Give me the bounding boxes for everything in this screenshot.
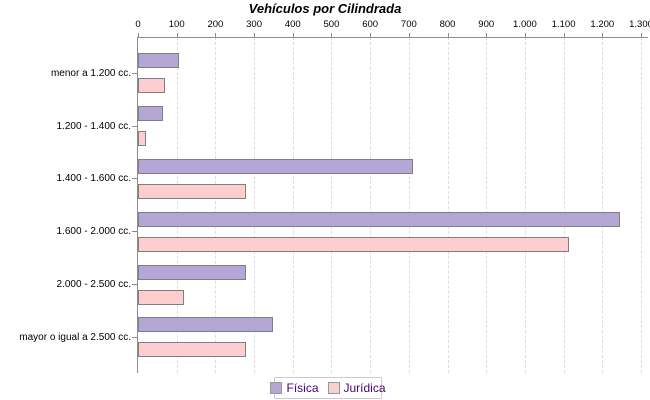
axis-tick-label-700: 700 — [400, 19, 417, 30]
bar-juridica-2 — [138, 183, 246, 199]
gridline-100 — [176, 37, 178, 373]
bar-juridica-3 — [138, 236, 569, 252]
axis-tick-1200 — [602, 33, 604, 37]
axis-tick-label-0: 0 — [135, 19, 141, 30]
axis-tick-0 — [138, 33, 139, 37]
axis-tick-500 — [331, 33, 333, 37]
axis-tick-label-1000: 1.000 — [513, 19, 537, 30]
gridline-700 — [408, 37, 410, 373]
category-label-4: 2.000 - 2.500 cc. — [56, 279, 132, 290]
gridline-500 — [331, 37, 333, 373]
axis-tick-700 — [408, 33, 410, 37]
juridica-color-swatch — [327, 382, 340, 394]
bar-juridica-5 — [138, 342, 246, 358]
axis-tick-900 — [486, 33, 488, 37]
category-tick-0 — [132, 72, 137, 74]
category-label-1: 1.200 - 1.400 cc. — [56, 120, 132, 132]
bar-fisica-1 — [138, 106, 163, 122]
axis-tick-label-500: 500 — [323, 19, 340, 30]
gridline-1200 — [602, 37, 604, 373]
category-tick-1 — [132, 125, 137, 127]
category-label-2: 1.400 - 1.600 cc. — [56, 173, 132, 185]
axis-tick-1000 — [524, 33, 526, 37]
category-label-5: mayor o igual a 2.500 cc. — [19, 331, 131, 343]
legend: Física Jurídica — [270, 377, 386, 399]
axis-tick-label-600: 600 — [362, 19, 379, 30]
gridline-200 — [215, 37, 217, 373]
legend-label-fisica: Física — [286, 381, 319, 395]
legend-item-fisica: Física — [270, 381, 319, 395]
axis-tick-600 — [370, 33, 372, 37]
category-tick-2 — [132, 178, 137, 180]
axis-tick-200 — [215, 33, 217, 37]
axis-tick-label-1100: 1.100 — [551, 19, 576, 30]
category-tick-4 — [132, 284, 137, 285]
bar-fisica-0 — [138, 53, 179, 69]
axis-tick-label-1200: 1.200 — [590, 19, 615, 30]
legend-item-juridica: Jurídica — [327, 381, 386, 395]
bar-fisica-2 — [138, 158, 413, 174]
axis-tick-label-200: 200 — [207, 19, 224, 30]
axis-tick-1100 — [563, 33, 565, 37]
axis-tick-label-300: 300 — [246, 19, 262, 30]
gridline-1300 — [641, 37, 642, 373]
axis-tick-100 — [176, 33, 178, 37]
axis-tick-1300 — [641, 33, 642, 37]
gridline-400 — [292, 37, 294, 373]
bar-fisica-4 — [138, 264, 246, 280]
gridline-800 — [447, 37, 449, 373]
fisica-color-swatch — [270, 382, 283, 394]
bar-juridica-0 — [138, 78, 165, 94]
bar-juridica-4 — [138, 289, 184, 305]
axis-tick-label-800: 800 — [439, 19, 456, 30]
chart-title: Vehículos por Cilindrada — [248, 1, 402, 16]
top-axis-line — [138, 37, 648, 38]
bar-juridica-1 — [138, 131, 146, 147]
category-label-0: menor a 1.200 cc. — [50, 67, 131, 79]
axis-tick-300 — [254, 33, 256, 37]
bar-fisica-3 — [138, 211, 620, 227]
left-axis-line — [137, 37, 138, 373]
category-label-3: 1.600 - 2.000 cc. — [56, 226, 132, 238]
gridline-600 — [370, 37, 372, 373]
gridline-300 — [254, 37, 256, 373]
gridline-900 — [486, 37, 488, 373]
axis-tick-label-1300: 1.300 — [629, 19, 650, 30]
axis-tick-800 — [447, 33, 449, 37]
category-tick-5 — [132, 336, 137, 338]
gridline-1000 — [524, 37, 526, 373]
category-tick-3 — [132, 231, 137, 233]
axis-tick-label-900: 900 — [478, 19, 495, 30]
gridline-1100 — [563, 37, 565, 373]
axis-tick-label-100: 100 — [168, 19, 185, 30]
axis-tick-400 — [292, 33, 294, 37]
bar-fisica-5 — [138, 317, 273, 333]
legend-label-juridica: Jurídica — [343, 381, 386, 395]
axis-tick-label-400: 400 — [284, 19, 301, 30]
